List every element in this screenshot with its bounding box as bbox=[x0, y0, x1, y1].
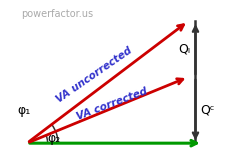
Text: φ₂: φ₂ bbox=[47, 132, 60, 144]
Text: φ₁: φ₁ bbox=[17, 104, 30, 117]
Text: VA uncorrected: VA uncorrected bbox=[55, 45, 134, 105]
Text: VA corrected: VA corrected bbox=[75, 87, 149, 122]
Text: Qₗ: Qₗ bbox=[178, 43, 190, 56]
Text: powerfactor.us: powerfactor.us bbox=[21, 9, 93, 19]
Text: Qᶜ: Qᶜ bbox=[201, 104, 215, 117]
